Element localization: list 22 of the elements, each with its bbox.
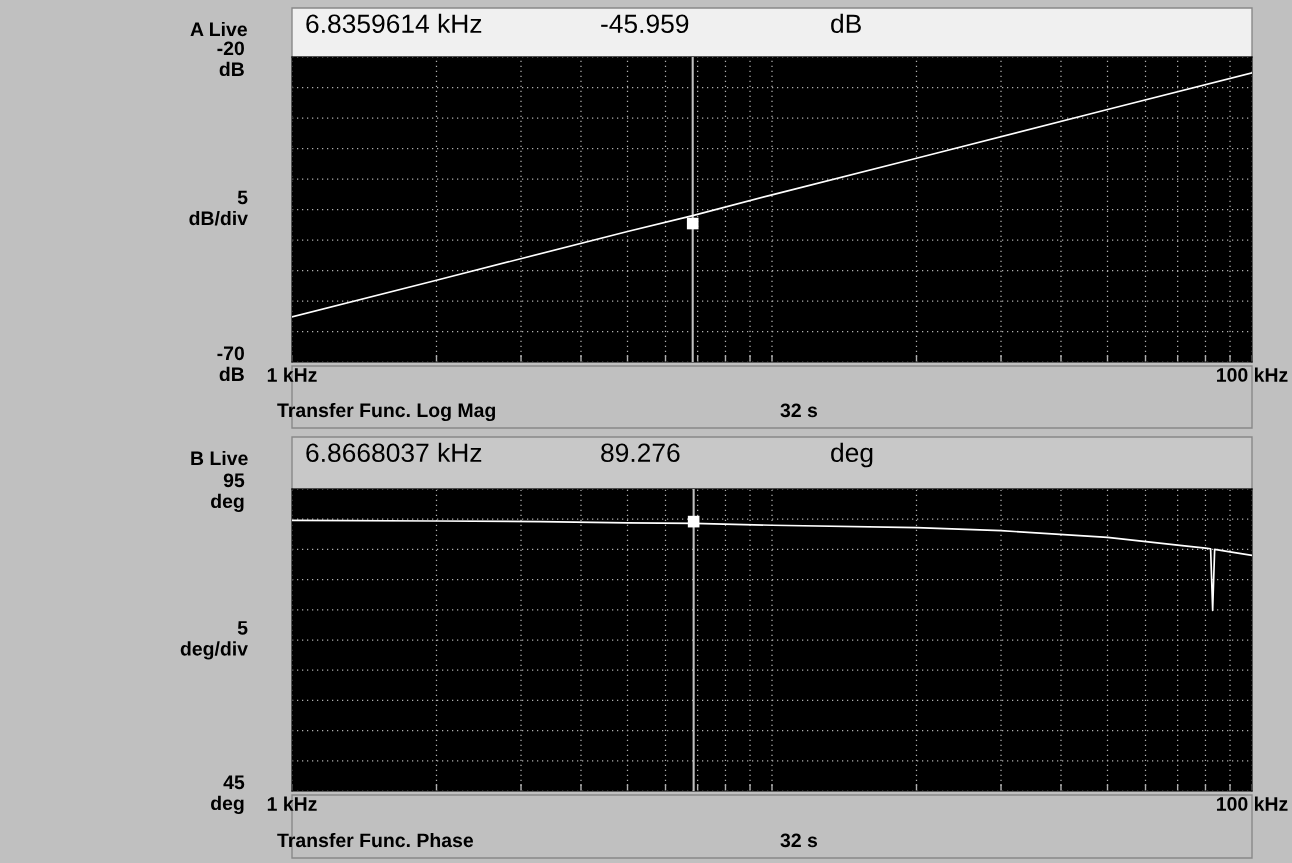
x-tick-label: 100 kHz bbox=[1217, 367, 1288, 382]
y-axis-title: 5 deg/div bbox=[180, 621, 248, 660]
text: dB bbox=[831, 13, 861, 34]
text: 32 s bbox=[780, 403, 818, 418]
y-tick-label: -20 dB bbox=[217, 41, 244, 77]
text: 6.8359614 kHz bbox=[306, 13, 482, 34]
x-tick-label: 1 kHz bbox=[267, 796, 317, 811]
text: 6.8668037 kHz bbox=[306, 442, 482, 463]
text: 32 s bbox=[780, 833, 818, 848]
y-axis-title: 5 dB/div bbox=[189, 190, 248, 226]
text: deg bbox=[831, 442, 873, 468]
chart-title: A Live bbox=[190, 21, 247, 37]
text: Transfer Func. Phase bbox=[277, 832, 474, 848]
y-tick-label: -70 dB bbox=[217, 346, 244, 382]
x-tick-label: 100 kHz bbox=[1217, 796, 1288, 811]
y-tick-label: 45 deg bbox=[211, 775, 245, 815]
text: 89.276 bbox=[601, 443, 680, 463]
x-tick-label: 1 kHz bbox=[267, 367, 317, 382]
text: Transfer Func. Log Mag bbox=[277, 402, 496, 422]
chart-title: B Live bbox=[191, 450, 248, 466]
text: -45.959 bbox=[601, 14, 689, 34]
y-tick-label: 95 deg bbox=[211, 473, 245, 513]
